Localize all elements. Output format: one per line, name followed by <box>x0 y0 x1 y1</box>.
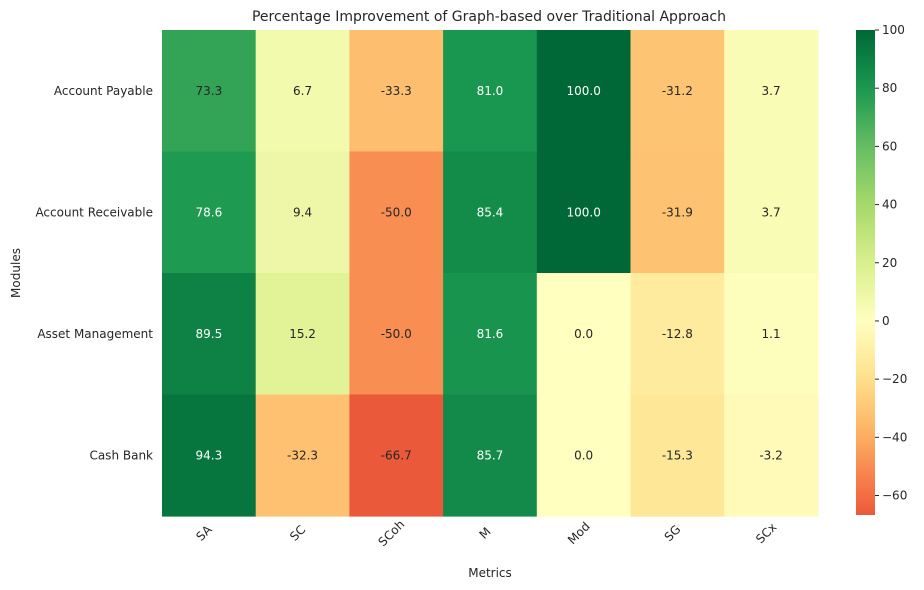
heatmap-cell <box>443 151 538 274</box>
cell-value-label: 89.5 <box>195 327 222 341</box>
colorbar-tick-label: 100 <box>882 23 905 37</box>
colorbar-tick-label: −60 <box>882 489 907 503</box>
heatmap-cell <box>255 151 350 274</box>
cell-value-label: -66.7 <box>381 448 412 462</box>
heatmap-cell <box>536 273 632 396</box>
colorbar-tick-label: 60 <box>882 139 897 153</box>
cell-value-label: 100.0 <box>566 205 600 219</box>
heatmap-cell <box>443 30 538 153</box>
cell-value-label: 85.7 <box>477 448 504 462</box>
heatmap-cell <box>724 273 819 396</box>
heatmap-cell <box>724 151 819 274</box>
y-tick-label: Cash Bank <box>89 448 153 462</box>
cell-value-label: -50.0 <box>381 205 412 219</box>
colorbar-tick-label: 80 <box>882 81 897 95</box>
cell-value-label: 78.6 <box>195 205 222 219</box>
heatmap-cell <box>536 394 632 517</box>
cell-value-label: 0.0 <box>574 448 593 462</box>
colorbar-gradient <box>856 30 875 515</box>
heatmap-cell <box>443 394 538 517</box>
heatmap-cell <box>349 151 444 274</box>
heatmap-cell <box>162 273 257 396</box>
heatmap-cell <box>630 273 725 396</box>
cell-value-label: -3.2 <box>759 448 782 462</box>
x-tick-label: SC <box>287 523 308 544</box>
heatmap-cell <box>255 30 350 153</box>
colorbar-tick-label: 40 <box>882 198 897 212</box>
heatmap-cell <box>443 273 538 396</box>
heatmap-cell <box>255 394 350 517</box>
colorbar-tick-label: −40 <box>882 430 907 444</box>
cell-value-label: 6.7 <box>293 84 312 98</box>
heatmap-cell <box>724 30 819 153</box>
x-axis-label: Metrics <box>468 566 512 580</box>
cell-value-label: 9.4 <box>293 205 312 219</box>
colorbar-tick-label: 20 <box>882 256 897 270</box>
cell-value-label: 81.0 <box>477 84 504 98</box>
y-tick-labels: Account Payable Account Receivable Asset M… <box>35 84 153 463</box>
y-tick-label: Asset Management <box>37 327 153 341</box>
x-tick-label: SA <box>193 522 215 544</box>
cell-value-label: 94.3 <box>195 448 222 462</box>
heatmap-cell <box>162 151 257 274</box>
heatmap-cell <box>630 30 725 153</box>
cell-value-label: 3.7 <box>762 205 781 219</box>
colorbar: 100 80 60 40 20 0 −20 −40 −60 <box>856 23 907 515</box>
heatmap-cell <box>349 273 444 396</box>
x-tick-label: Mod <box>565 519 593 547</box>
x-tick-label: M <box>477 525 494 542</box>
x-tick-label: SG <box>662 522 684 544</box>
heatmap-cell <box>349 394 444 517</box>
heatmap-cell <box>162 394 257 517</box>
heatmap-cell <box>162 30 257 153</box>
y-axis-label: Modules <box>9 248 23 298</box>
cell-value-label: -32.3 <box>287 448 318 462</box>
cell-value-label: -50.0 <box>381 327 412 341</box>
cell-value-label: 3.7 <box>762 84 781 98</box>
cell-value-label: 0.0 <box>574 327 593 341</box>
cell-value-label: 15.2 <box>289 327 316 341</box>
x-tick-label: SCx <box>753 520 779 546</box>
y-tick-label: Account Payable <box>54 84 153 98</box>
x-tick-labels: SA SC SCoh M Mod SG SCx <box>193 517 779 549</box>
cell-value-label: 100.0 <box>566 84 600 98</box>
x-tick-label: SCoh <box>376 517 408 549</box>
cell-value-label: 1.1 <box>762 327 781 341</box>
cell-value-label: -31.9 <box>662 205 693 219</box>
cell-value-label: -31.2 <box>662 84 693 98</box>
heatmap-cell <box>536 30 632 153</box>
heatmap-cell <box>536 151 632 274</box>
colorbar-tick-label: −20 <box>882 372 907 386</box>
heatmap-cell <box>724 394 819 517</box>
y-tick-label: Account Receivable <box>35 205 153 219</box>
cell-value-label: 73.3 <box>195 84 222 98</box>
colorbar-tick-label: 0 <box>882 314 890 328</box>
cell-value-label: -12.8 <box>662 327 693 341</box>
heatmap-cell <box>630 394 725 517</box>
heatmap-cell <box>630 151 725 274</box>
chart-title: Percentage Improvement of Graph-based ov… <box>252 9 726 25</box>
cell-value-label: -33.3 <box>381 84 412 98</box>
cell-value-label: 85.4 <box>477 205 504 219</box>
cell-value-label: -15.3 <box>662 448 693 462</box>
heatmap-cell <box>349 30 444 153</box>
cell-value-label: 81.6 <box>477 327 504 341</box>
heatmap-cell <box>255 273 350 396</box>
heatmap-cells: 73.3 6.7 -33.3 81.0 100.0 -31.2 3.7 78.6 9.4 -50.… <box>162 30 819 517</box>
